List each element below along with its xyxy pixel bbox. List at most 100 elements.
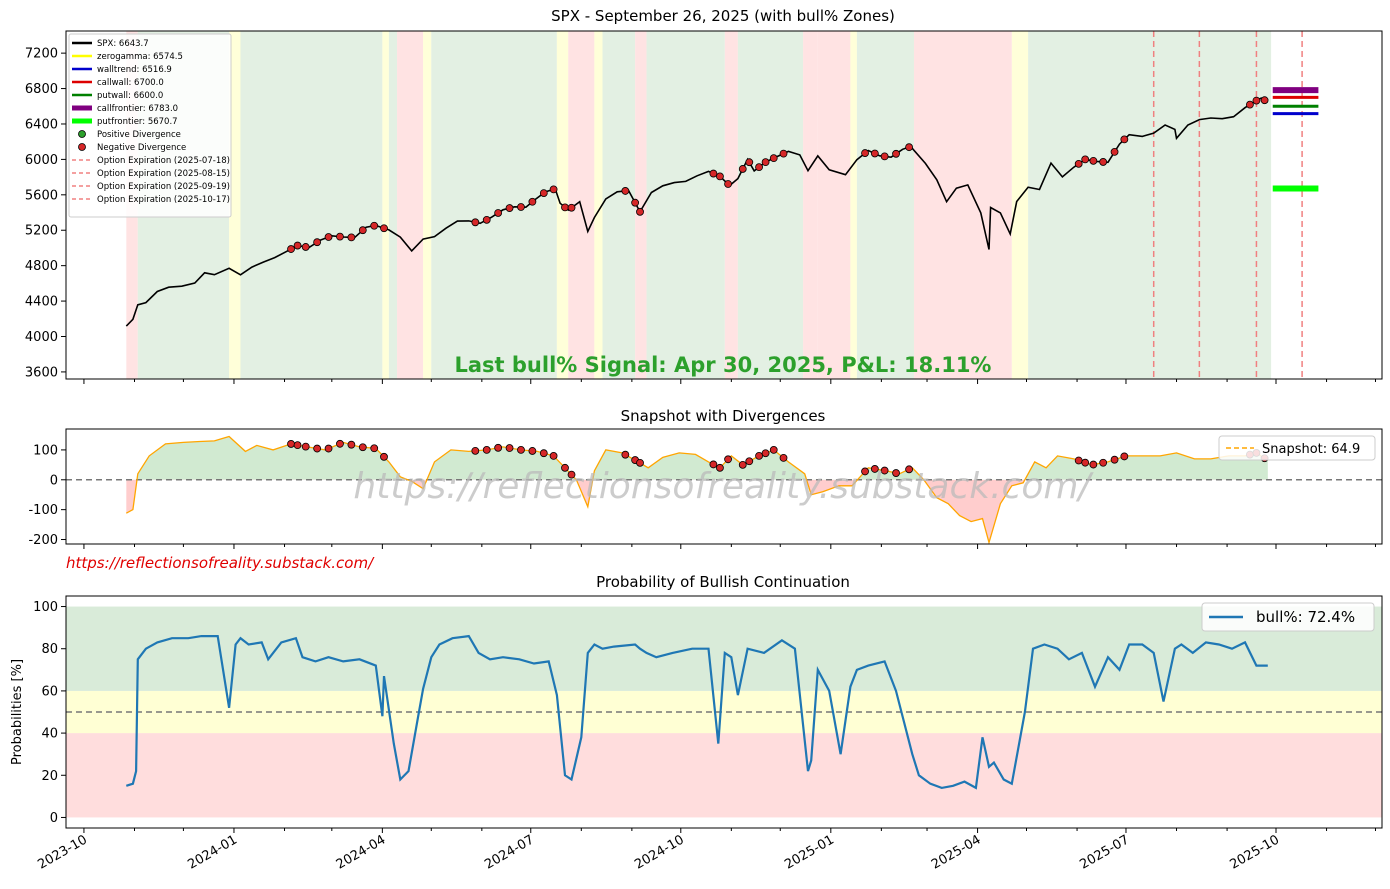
snapshot-divergence-dot bbox=[380, 452, 388, 461]
y-tick-label: 4400 bbox=[25, 295, 58, 310]
y-tick-label: 3600 bbox=[25, 365, 58, 380]
negative-divergence-dot bbox=[745, 158, 754, 167]
legend-label: callwall: 6700.0 bbox=[97, 78, 164, 88]
negative-divergence-dot bbox=[880, 152, 889, 161]
legend-label: Option Expiration (2025-08-15) bbox=[97, 169, 230, 179]
y-tick-label: 7200 bbox=[25, 47, 58, 62]
probability-legend: bull%: 72.4% bbox=[1201, 602, 1375, 632]
snapshot-divergence-dot bbox=[358, 443, 367, 452]
snapshot-divergence-dot bbox=[621, 450, 630, 459]
probability-band bbox=[66, 733, 1382, 818]
y-tick-label: 4000 bbox=[25, 330, 58, 345]
snapshot-fill bbox=[126, 436, 1268, 543]
legend-swatch bbox=[78, 143, 86, 151]
negative-divergence-dot bbox=[631, 198, 640, 207]
legend-box bbox=[1201, 602, 1375, 632]
negative-divergence-dot bbox=[716, 172, 724, 181]
negative-divergence-dot bbox=[494, 209, 503, 217]
negative-divergence-dot bbox=[549, 185, 558, 194]
y-tick-label: 6800 bbox=[25, 82, 58, 97]
negative-divergence-dot bbox=[1081, 155, 1090, 164]
snapshot-divergence-dot bbox=[287, 440, 295, 448]
signal-text: Last bull% Signal: Apr 30, 2025, P&L: 18… bbox=[455, 353, 992, 377]
y-tick-label: 0 bbox=[50, 473, 58, 488]
zone-green bbox=[737, 31, 804, 379]
zone-yellow bbox=[850, 31, 857, 379]
legend-label: bull%: 72.4% bbox=[1256, 608, 1355, 626]
y-tick-label: 5600 bbox=[25, 188, 58, 203]
zone-green bbox=[431, 31, 557, 379]
zone-red bbox=[397, 31, 424, 379]
snapshot-divergence-dot bbox=[1099, 458, 1108, 467]
snapshot-legend: Snapshot: 64.9 bbox=[1218, 435, 1376, 461]
snapshot-divergence-dot bbox=[892, 469, 900, 477]
legend-box bbox=[68, 33, 232, 218]
x-tick-label: 2025-10 bbox=[1227, 832, 1282, 872]
zone-yellow bbox=[229, 31, 241, 379]
snapshot-divergence-dot bbox=[761, 449, 770, 458]
negative-divergence-dot bbox=[892, 149, 900, 158]
snapshot-divergence-dot bbox=[745, 457, 754, 466]
legend-label: Option Expiration (2025-09-19) bbox=[97, 182, 230, 192]
y-tick-label: 60 bbox=[41, 684, 58, 699]
legend-label: callfrontier: 6783.0 bbox=[97, 104, 178, 114]
negative-divergence-dot bbox=[1074, 159, 1083, 168]
legend-label: putwall: 6600.0 bbox=[97, 91, 163, 101]
y-tick-label: 6400 bbox=[25, 117, 58, 132]
price-legend: SPX: 6643.7 zerogamma: 6574.5 walltrend: 6… bbox=[68, 33, 232, 218]
negative-divergence-dot bbox=[709, 169, 718, 178]
negative-divergence-dot bbox=[769, 154, 778, 163]
negative-divergence-dot bbox=[505, 204, 514, 212]
negative-divergence-dot bbox=[724, 180, 732, 188]
negative-divergence-dot bbox=[1089, 156, 1098, 165]
zone-red bbox=[817, 31, 851, 379]
negative-divergence-dot bbox=[324, 233, 333, 241]
negative-divergence-dot bbox=[1099, 158, 1108, 166]
price-x-ticks bbox=[83, 379, 1376, 384]
negative-divergence-dot bbox=[517, 203, 525, 211]
probability-y-label: Probabilities [%] bbox=[10, 659, 25, 765]
negative-area bbox=[126, 479, 1025, 543]
snapshot-divergence-dot bbox=[561, 463, 569, 472]
zone-yellow bbox=[423, 31, 432, 379]
x-tick-label: 2024-10 bbox=[632, 832, 687, 872]
legend-label: Snapshot: 64.9 bbox=[1262, 442, 1360, 457]
negative-divergence-dot bbox=[471, 218, 480, 227]
legend-label: Option Expiration (2025-10-17) bbox=[97, 195, 230, 205]
snapshot-divergence-dot bbox=[880, 466, 889, 475]
negative-divergence-dot bbox=[313, 238, 322, 247]
snapshot-divergence-dot bbox=[471, 446, 480, 455]
snapshot-y-axis: -200 -100 0 100 bbox=[28, 443, 66, 548]
negative-divergence-dot bbox=[358, 226, 367, 235]
y-tick-label: 5200 bbox=[25, 224, 58, 239]
zone-yellow bbox=[594, 31, 603, 379]
legend-label: Option Expiration (2025-07-18) bbox=[97, 156, 230, 166]
negative-divergence-dot bbox=[1110, 147, 1119, 156]
snapshot-divergence-dot bbox=[539, 449, 548, 458]
zone-green bbox=[388, 31, 398, 379]
y-tick-label: 100 bbox=[33, 443, 58, 458]
x-tick-label: 2024-01 bbox=[185, 832, 240, 872]
snapshot-divergence-dot bbox=[755, 451, 763, 460]
probability-band bbox=[66, 690, 1382, 734]
negative-divergence-dot bbox=[539, 189, 548, 198]
snapshot-divergence-dot bbox=[738, 460, 747, 469]
y-tick-label: -200 bbox=[28, 533, 58, 548]
zone-green bbox=[856, 31, 914, 379]
zone-red bbox=[803, 31, 818, 379]
price-panel: SPX - September 26, 2025 (with bull% Zon… bbox=[25, 7, 1383, 384]
x-tick-label: 2025-07 bbox=[1077, 832, 1132, 872]
negative-divergence-dot bbox=[755, 163, 763, 172]
legend-label: Negative Divergence bbox=[97, 143, 186, 153]
negative-divergence-dot bbox=[1246, 100, 1254, 109]
negative-divergence-dot bbox=[1252, 96, 1261, 105]
substack-link[interactable]: https://reflectionsofreality.substack.co… bbox=[66, 554, 375, 572]
bull-probability-line bbox=[125, 634, 1268, 790]
negative-divergence-dot bbox=[567, 203, 576, 212]
snapshot-divergence-dot bbox=[313, 444, 322, 453]
zone-green bbox=[602, 31, 636, 379]
snapshot-divergence-dot bbox=[769, 446, 778, 454]
snapshot-divergence-dot bbox=[1089, 460, 1098, 469]
zone-yellow bbox=[1011, 31, 1029, 379]
